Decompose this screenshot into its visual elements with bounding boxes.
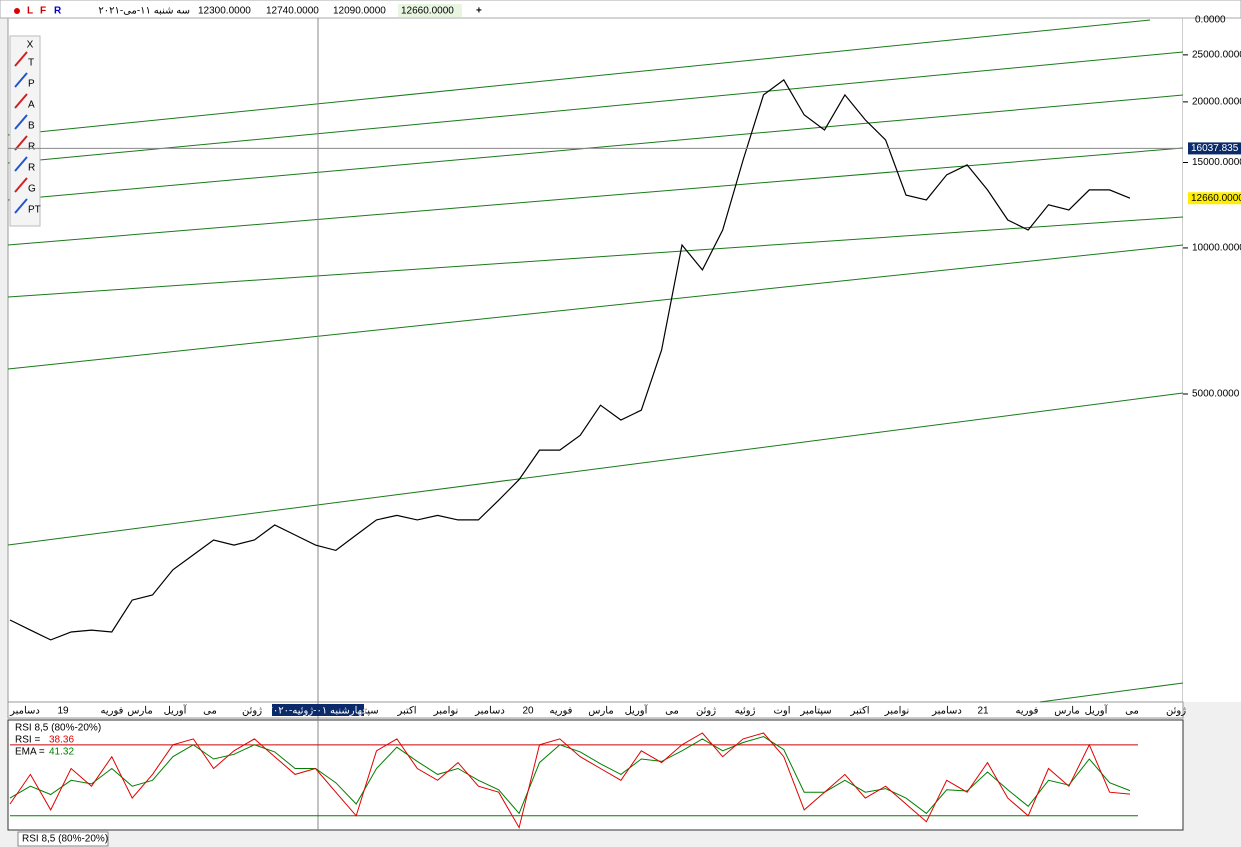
x-axis-label: ژوئن <box>696 706 716 717</box>
x-axis-label: دسامبر <box>474 706 505 717</box>
header-close: 12660.0000 <box>401 6 454 17</box>
header-date: سه شنبه ۱۱-می-۲۰۲۱ <box>98 6 190 17</box>
tool-label[interactable]: R <box>28 163 35 174</box>
trend-lines <box>7 19 1184 703</box>
crosshair-label: 16037.835 <box>1191 143 1239 154</box>
add-button[interactable]: + <box>476 6 482 17</box>
tool-icon <box>14 114 28 130</box>
y-tick-label: 25000.0000 <box>1192 50 1241 61</box>
tool-label[interactable]: P <box>28 79 35 90</box>
x-axis-label: می <box>665 706 679 717</box>
legend-value: 41.32 <box>49 747 74 758</box>
x-axis-label: ژوئن <box>1166 706 1186 717</box>
y-tick-label: 10000.0000 <box>1192 243 1241 254</box>
x-axis-label: دسامبر <box>931 706 962 717</box>
rsi-panel <box>7 719 1184 831</box>
tool-icon <box>14 156 28 172</box>
header-high: 12740.0000 <box>266 6 319 17</box>
x-axis-label: ژوئیه <box>735 706 756 717</box>
rsi-title: RSI 8,5 (80%-20%) <box>15 723 101 734</box>
x-axis-label: می <box>203 706 217 717</box>
tool-icon <box>14 135 28 151</box>
tool-icon <box>14 93 28 109</box>
tool-label[interactable]: R <box>28 142 35 153</box>
legend-name: EMA = <box>15 747 45 758</box>
price-axis <box>1183 18 1241 702</box>
price-line <box>9 79 1131 641</box>
x-axis-label: مارس <box>127 706 152 717</box>
tool-label[interactable]: B <box>28 121 35 132</box>
x-axis-label: 20 <box>522 706 534 717</box>
x-axis-label: مارس <box>588 706 613 717</box>
x-axis-label: 19 <box>57 706 69 717</box>
x-axis-label: فوریه <box>101 706 124 717</box>
x-axis-label: اکتبر <box>396 706 416 717</box>
y-tick-label: 20000.0000 <box>1192 97 1241 108</box>
status-dot <box>14 8 20 14</box>
x-axis-label: آوریل <box>164 704 188 717</box>
tool-icon <box>14 198 28 214</box>
toolbar <box>9 35 41 227</box>
x-axis-label: فوریه <box>1016 706 1039 717</box>
x-axis-label: نوامبر <box>433 706 459 717</box>
rsi-tab[interactable] <box>17 831 109 847</box>
x-axis-label: اکتبر <box>849 706 869 717</box>
last-price-box <box>1188 192 1241 205</box>
crosshair-date: چهارشنبه ۰۱-ژوئیه-۲۰۲۰ <box>268 706 369 717</box>
marker[interactable]: F <box>40 6 46 17</box>
tool-icon <box>14 72 28 88</box>
rsi-line <box>9 732 1131 829</box>
tool-label[interactable]: T <box>28 58 34 69</box>
x-axis-label: آوریل <box>625 704 649 717</box>
axis-top-label: 0.0000 <box>1195 15 1226 26</box>
x-axis-label: اوت <box>773 706 790 717</box>
x-axis-label: فوریه <box>550 706 573 717</box>
marker[interactable]: L <box>27 6 33 17</box>
y-tick-label: 15000.0000 <box>1192 157 1241 168</box>
x-axis-label: نوامبر <box>884 706 910 717</box>
x-axis-label: سپتامبر <box>799 706 831 717</box>
crosshair-box <box>1188 142 1241 155</box>
x-axis-label: ژوئن <box>242 706 262 717</box>
legend-name: RSI = <box>15 735 40 746</box>
header-low: 12090.0000 <box>333 6 386 17</box>
header-bar <box>0 0 1241 19</box>
tool-icon <box>14 177 28 193</box>
tool-icon <box>14 51 28 67</box>
tool-label[interactable]: A <box>28 100 35 111</box>
y-tick-label: 5000.0000 <box>1192 389 1240 400</box>
last-price-label: 12660.0000 <box>1191 193 1241 204</box>
close-box <box>398 4 462 17</box>
x-axis-label: می <box>1125 706 1139 717</box>
tool-label[interactable]: G <box>28 184 36 195</box>
toolbar-close[interactable]: X <box>27 40 34 51</box>
x-axis-label: 21 <box>977 706 989 717</box>
x-axis-label: آوریل <box>1085 704 1109 717</box>
legend-value: 38.36 <box>49 735 74 746</box>
tool-label[interactable]: PT <box>28 205 41 216</box>
x-axis-label: مارس <box>1054 706 1079 717</box>
price-panel <box>7 17 1184 703</box>
marker[interactable]: R <box>54 6 62 17</box>
crosshair-date-box <box>272 704 364 716</box>
rsi-tab-label[interactable]: RSI 8,5 (80%-20%) <box>22 834 108 845</box>
x-axis-label: دسامبر <box>9 706 40 717</box>
header-open: 12300.0000 <box>198 6 251 17</box>
